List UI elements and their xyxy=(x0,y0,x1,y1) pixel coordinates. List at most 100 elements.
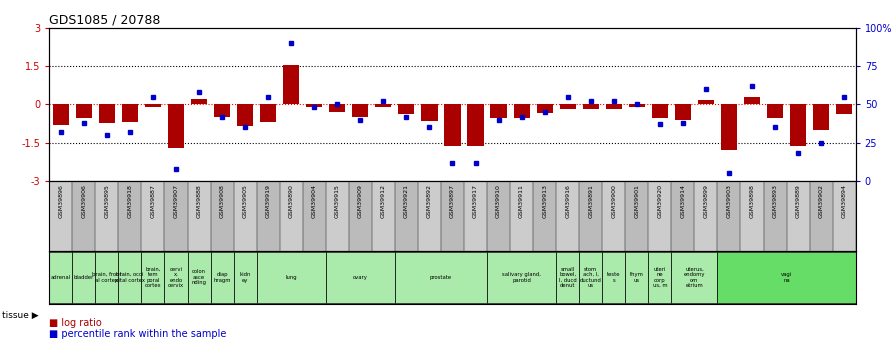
Bar xyxy=(671,181,694,251)
Bar xyxy=(651,104,668,118)
Text: GSM39920: GSM39920 xyxy=(658,185,662,218)
Bar xyxy=(191,99,207,104)
Text: uteri
ne
corp
us, m: uteri ne corp us, m xyxy=(652,267,668,288)
Bar xyxy=(118,181,142,251)
Text: ■ log ratio: ■ log ratio xyxy=(49,318,102,328)
Bar xyxy=(487,252,556,303)
Text: GSM39896: GSM39896 xyxy=(58,185,64,218)
Bar xyxy=(326,252,395,303)
Bar xyxy=(211,181,234,251)
Text: GSM39893: GSM39893 xyxy=(772,185,778,218)
Text: brain, occi
pital cortex: brain, occi pital cortex xyxy=(115,272,145,283)
Bar xyxy=(142,181,165,251)
Bar xyxy=(560,104,576,109)
Bar xyxy=(533,181,556,251)
Bar xyxy=(556,252,579,303)
Text: prostate: prostate xyxy=(430,275,452,280)
Bar xyxy=(187,252,211,303)
Bar xyxy=(579,252,602,303)
Bar xyxy=(168,104,184,148)
Bar xyxy=(767,104,783,118)
Bar xyxy=(763,181,787,251)
Bar xyxy=(214,104,230,117)
Bar xyxy=(441,181,464,251)
Text: brain, front
al cortex: brain, front al cortex xyxy=(92,272,122,283)
Bar xyxy=(352,104,368,117)
Bar xyxy=(99,104,115,124)
Text: GSM39892: GSM39892 xyxy=(426,185,432,218)
Bar xyxy=(122,104,138,122)
Text: GSM39899: GSM39899 xyxy=(703,185,709,218)
Text: lung: lung xyxy=(286,275,297,280)
Bar xyxy=(73,181,95,251)
Text: GDS1085 / 20788: GDS1085 / 20788 xyxy=(49,13,160,27)
Text: adrenal: adrenal xyxy=(51,275,71,280)
Bar xyxy=(211,252,234,303)
Bar xyxy=(306,104,323,107)
Text: GSM39887: GSM39887 xyxy=(151,185,156,218)
Bar xyxy=(813,104,829,130)
Text: small
bowel,
I, ducd
denut: small bowel, I, ducd denut xyxy=(559,267,576,288)
Text: GSM39910: GSM39910 xyxy=(496,185,501,218)
Bar xyxy=(375,104,392,107)
Bar xyxy=(256,252,326,303)
Bar xyxy=(721,104,737,150)
Text: GSM39890: GSM39890 xyxy=(289,185,294,218)
Bar xyxy=(118,252,142,303)
Text: uterus,
endomy
om
etrium: uterus, endomy om etrium xyxy=(684,267,705,288)
Bar xyxy=(326,181,349,251)
Bar xyxy=(399,104,415,115)
Bar xyxy=(718,181,740,251)
Text: teste
s: teste s xyxy=(607,272,621,283)
Bar xyxy=(510,181,533,251)
Bar xyxy=(349,181,372,251)
Text: GSM39918: GSM39918 xyxy=(127,185,133,218)
Text: GSM39921: GSM39921 xyxy=(404,185,409,218)
Bar xyxy=(95,252,118,303)
Text: GSM39894: GSM39894 xyxy=(841,185,847,218)
Text: GSM39901: GSM39901 xyxy=(634,185,640,218)
Bar xyxy=(810,181,832,251)
Bar xyxy=(718,252,856,303)
Bar xyxy=(165,252,187,303)
Text: GSM39914: GSM39914 xyxy=(680,185,685,218)
Bar xyxy=(421,104,437,121)
Text: GSM39911: GSM39911 xyxy=(519,185,524,218)
Bar xyxy=(629,104,645,107)
Bar xyxy=(464,181,487,251)
Bar xyxy=(49,181,73,251)
Text: vagi
na: vagi na xyxy=(781,272,792,283)
Bar xyxy=(698,100,714,104)
Text: colon
asce
nding: colon asce nding xyxy=(192,269,207,285)
Bar xyxy=(234,252,256,303)
Text: bladder: bladder xyxy=(73,275,94,280)
Text: GSM39906: GSM39906 xyxy=(82,185,86,218)
Bar xyxy=(256,181,280,251)
Bar xyxy=(744,97,760,104)
Bar xyxy=(468,104,484,146)
Text: GSM39915: GSM39915 xyxy=(335,185,340,218)
Text: GSM39897: GSM39897 xyxy=(450,185,455,218)
Text: GSM39904: GSM39904 xyxy=(312,185,317,218)
Bar xyxy=(625,252,649,303)
Bar xyxy=(582,104,599,109)
Bar xyxy=(490,104,506,118)
Text: GSM39905: GSM39905 xyxy=(243,185,247,218)
Bar xyxy=(73,252,95,303)
Text: GSM39908: GSM39908 xyxy=(220,185,225,218)
Text: GSM39889: GSM39889 xyxy=(796,185,801,218)
Text: ovary: ovary xyxy=(353,275,367,280)
Bar xyxy=(694,181,718,251)
Text: GSM39902: GSM39902 xyxy=(819,185,823,218)
Text: stom
ach, I,
ductund
us: stom ach, I, ductund us xyxy=(580,267,601,288)
Bar xyxy=(625,181,649,251)
Bar xyxy=(280,181,303,251)
Text: GSM39891: GSM39891 xyxy=(588,185,593,218)
Bar xyxy=(165,181,187,251)
Text: GSM39912: GSM39912 xyxy=(381,185,386,218)
Bar xyxy=(671,252,718,303)
Bar xyxy=(418,181,441,251)
Text: GSM39919: GSM39919 xyxy=(265,185,271,218)
Bar xyxy=(513,104,530,118)
Text: GSM39909: GSM39909 xyxy=(358,185,363,218)
